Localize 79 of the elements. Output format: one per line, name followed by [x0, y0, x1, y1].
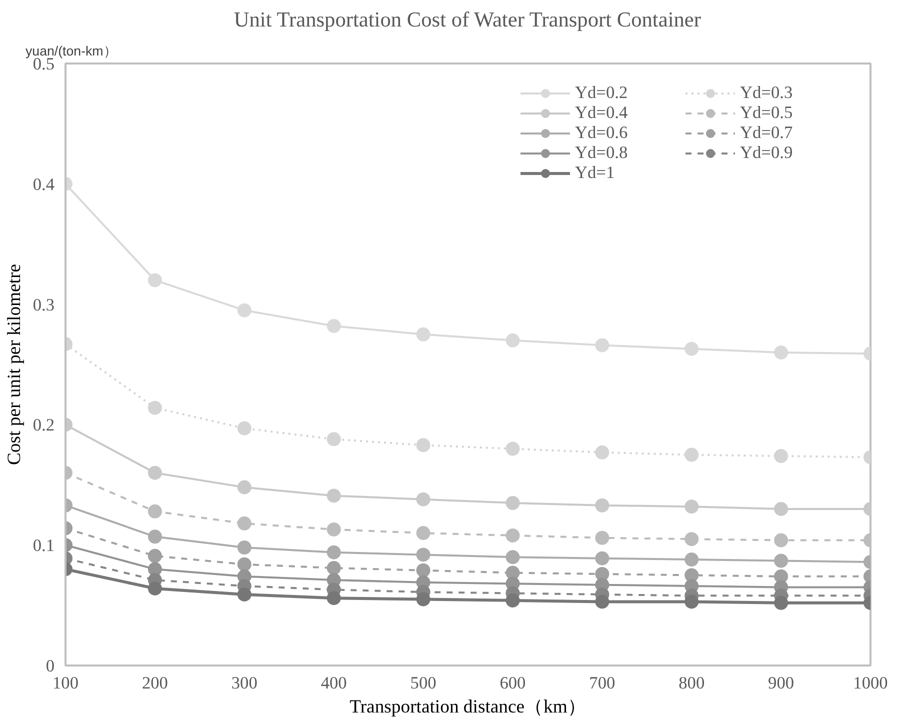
x-tick-label: 400: [320, 674, 347, 692]
point: [416, 592, 430, 606]
x-axis-title: Transportation distance（km）: [350, 696, 586, 718]
x-tick-label: 200: [142, 674, 168, 692]
point: [595, 498, 610, 512]
legend-label: Yd=0.7: [740, 123, 794, 143]
legend-label: Yd=1: [575, 163, 616, 183]
point: [506, 528, 520, 542]
y-axis-title: Cost per unit per kilometre: [4, 264, 25, 466]
point: [506, 593, 520, 608]
point: [237, 540, 252, 554]
point: [684, 552, 699, 567]
point: [506, 442, 520, 456]
point: [774, 533, 788, 548]
x-tick-label: 600: [500, 674, 526, 692]
y-tick-label: 0.3: [32, 295, 55, 314]
point: [326, 488, 341, 503]
legend-label: Yd=0.4: [575, 103, 629, 123]
point: [237, 421, 252, 436]
point: [774, 345, 788, 360]
legend-label: Yd=0.9: [740, 143, 794, 163]
point: [416, 492, 430, 506]
point: [595, 338, 610, 352]
point: [237, 557, 252, 572]
point: [237, 303, 252, 318]
legend-label: Yd=0.2: [575, 83, 629, 103]
point: [774, 449, 788, 463]
point: [684, 342, 699, 356]
point: [774, 502, 788, 516]
legend-label: Yd=0.8: [575, 143, 629, 163]
point: [148, 273, 162, 288]
point: [148, 504, 162, 518]
chart-title: Unit Transportation Cost of Water Transport Container: [234, 8, 701, 32]
point: [148, 400, 162, 415]
x-tick-label: 300: [231, 674, 258, 692]
point: [326, 318, 341, 333]
y-tick-label: 0: [46, 656, 55, 676]
point: [506, 496, 520, 510]
point: [416, 563, 430, 578]
x-tick-label: 900: [768, 674, 794, 692]
x-tick-label: 1000: [853, 674, 888, 692]
legend-label: Yd=0.3: [740, 83, 794, 103]
point: [416, 327, 430, 342]
x-tick-label: 100: [52, 674, 79, 692]
point: [684, 594, 699, 609]
point: [595, 530, 610, 545]
point: [774, 596, 788, 610]
point: [148, 466, 162, 480]
point: [237, 516, 252, 530]
point: [774, 554, 788, 568]
point: [326, 522, 341, 536]
y-tick-label: 0.1: [32, 536, 55, 556]
point: [326, 545, 341, 560]
point: [684, 532, 699, 546]
legend-label: Yd=0.5: [740, 103, 794, 123]
point: [684, 500, 699, 514]
point: [506, 333, 520, 348]
point: [595, 445, 610, 460]
point: [148, 548, 162, 563]
point: [148, 530, 162, 544]
legend-label: Yd=0.6: [575, 123, 629, 143]
point: [326, 560, 341, 575]
x-tick-label: 500: [410, 674, 436, 692]
point: [416, 438, 430, 452]
y-tick-label: 0.2: [32, 416, 55, 435]
x-tick-label: 700: [589, 674, 616, 692]
point: [416, 548, 430, 562]
point: [326, 432, 341, 446]
point: [506, 550, 520, 564]
point: [595, 551, 610, 566]
point: [237, 587, 252, 602]
point: [595, 594, 610, 609]
point: [237, 480, 252, 494]
point: [416, 526, 430, 540]
x-tick-label: 800: [678, 674, 705, 692]
point: [148, 581, 162, 596]
point: [326, 591, 341, 606]
point: [684, 448, 699, 462]
y-tick-label: 0.4: [32, 174, 55, 194]
